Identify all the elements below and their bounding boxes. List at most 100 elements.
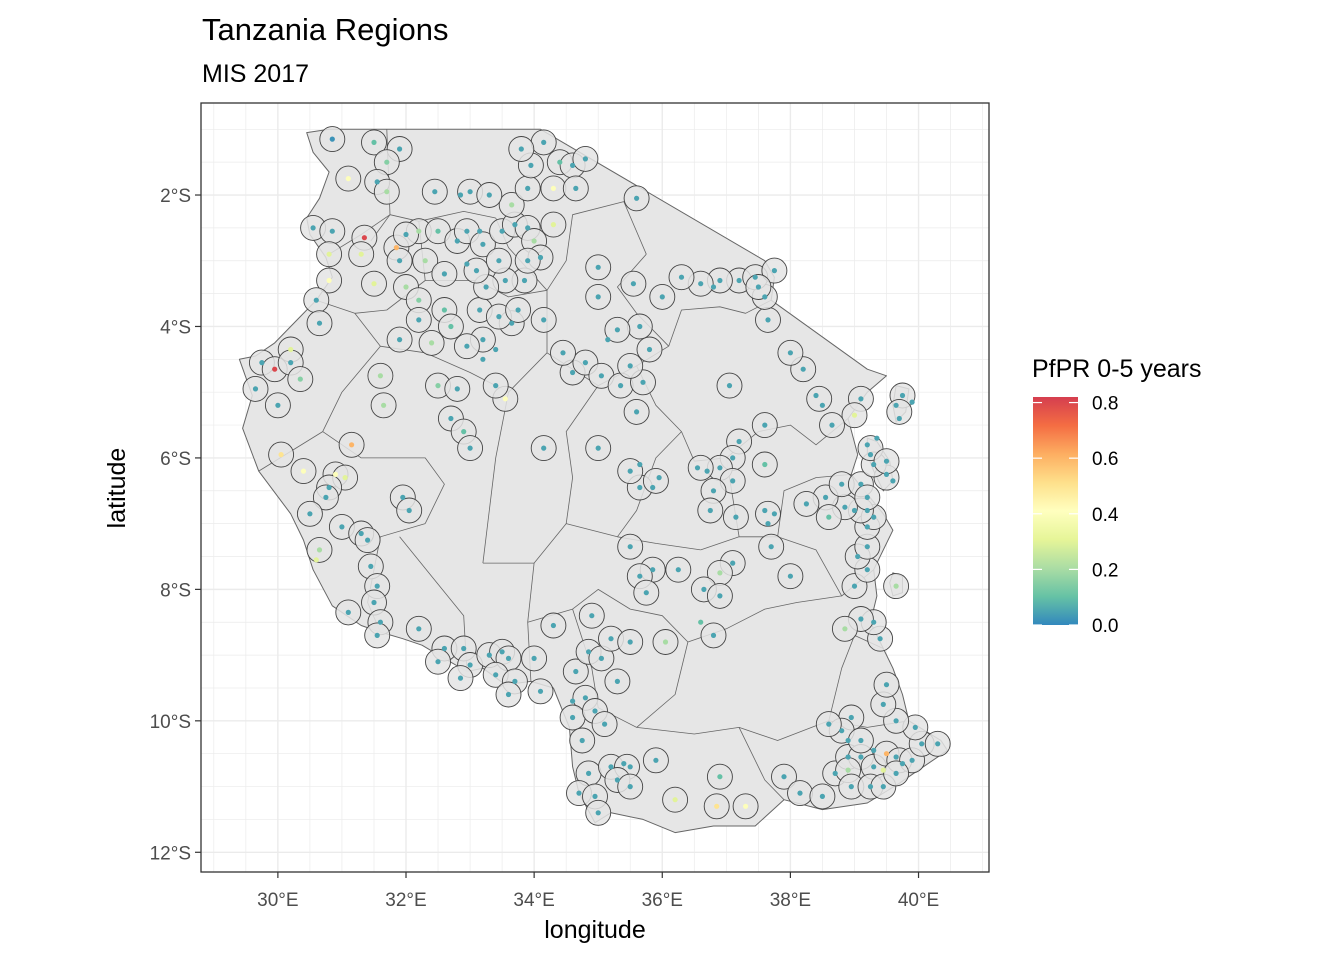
survey-point — [461, 645, 467, 652]
y-axis-label: latitude — [103, 448, 131, 529]
survey-point — [477, 228, 483, 234]
survey-point — [531, 655, 537, 662]
survey-point — [525, 225, 531, 231]
survey-point — [560, 350, 566, 356]
survey-point — [858, 481, 864, 487]
survey-point — [646, 346, 653, 353]
plot-border — [200, 102, 990, 873]
survey-point — [502, 277, 508, 284]
survey-point — [582, 695, 589, 701]
survey-point — [717, 277, 723, 284]
survey-point — [880, 767, 886, 773]
survey-point — [377, 373, 383, 379]
survey-point — [512, 678, 518, 685]
survey-point — [864, 494, 870, 500]
survey-point — [480, 241, 486, 247]
survey-point — [397, 337, 403, 343]
survey-point — [743, 803, 749, 809]
y-tick-label: 12°S — [150, 843, 191, 864]
survey-point — [637, 573, 643, 579]
survey-point — [403, 231, 409, 238]
survey-point — [509, 202, 515, 208]
survey-point — [499, 228, 505, 234]
survey-point — [848, 714, 854, 721]
survey-point — [397, 146, 403, 152]
survey-point — [730, 478, 736, 484]
survey-point — [393, 245, 399, 251]
survey-point — [893, 770, 899, 777]
survey-point — [871, 514, 877, 520]
survey-point — [339, 524, 345, 530]
survey-point — [310, 225, 316, 231]
survey-point — [839, 481, 845, 487]
survey-point — [349, 442, 355, 448]
legend-tick-label: 0.8 — [1092, 394, 1118, 415]
survey-point — [851, 412, 858, 418]
y-tick-label: 6°S — [160, 449, 191, 470]
survey-point — [909, 399, 915, 405]
survey-point — [537, 254, 544, 261]
survey-point — [733, 514, 739, 520]
survey-point — [771, 511, 778, 517]
survey-point — [864, 524, 870, 530]
survey-point — [614, 777, 621, 783]
y-tick-label: 4°S — [160, 317, 191, 338]
survey-point — [627, 639, 633, 645]
survey-point — [381, 402, 387, 408]
survey-point — [704, 468, 710, 474]
survey-point — [329, 228, 335, 234]
survey-point — [797, 790, 803, 796]
survey-point — [323, 494, 329, 500]
survey-point — [762, 422, 768, 428]
survey-point — [871, 619, 877, 625]
survey-point — [765, 521, 771, 527]
survey-point — [864, 567, 870, 573]
survey-point — [899, 392, 906, 399]
survey-point — [858, 737, 864, 744]
survey-point — [627, 544, 633, 550]
survey-point — [893, 754, 899, 760]
survey-point — [496, 314, 502, 320]
survey-point — [608, 764, 614, 770]
survey-point — [432, 189, 438, 195]
survey-point — [627, 764, 633, 770]
survey-point — [602, 721, 608, 727]
survey-point — [653, 757, 659, 763]
survey-point — [467, 445, 473, 451]
survey-point — [457, 675, 464, 681]
survey-point — [313, 297, 319, 303]
survey-point — [819, 793, 826, 800]
survey-point — [698, 281, 704, 287]
survey-point — [342, 475, 348, 481]
legend-title: PfPR 0-5 years — [1032, 355, 1202, 383]
survey-point — [586, 770, 592, 777]
survey-point — [787, 573, 794, 579]
survey-point — [368, 563, 374, 570]
survey-point — [397, 258, 403, 264]
cluster-buffers — [242, 126, 951, 826]
cluster-buffer — [886, 398, 913, 425]
survey-point — [851, 583, 858, 589]
survey-point — [441, 271, 447, 277]
survey-point — [502, 396, 508, 402]
survey-point — [787, 350, 794, 356]
survey-point — [480, 337, 486, 343]
survey-point — [384, 159, 390, 165]
region-boundary — [668, 299, 772, 347]
survey-point — [525, 185, 531, 191]
survey-point — [550, 185, 557, 191]
survey-point — [659, 294, 665, 300]
survey-point — [730, 455, 736, 461]
survey-point — [541, 317, 547, 323]
cluster-buffer — [755, 500, 781, 527]
survey-point — [864, 442, 870, 448]
survey-point — [579, 737, 585, 744]
survey-point — [768, 544, 774, 550]
survey-point — [717, 593, 723, 599]
survey-point — [771, 268, 778, 274]
survey-point — [374, 583, 380, 589]
survey-point — [288, 360, 294, 366]
survey-point — [909, 757, 915, 763]
survey-point — [582, 156, 589, 162]
survey-point — [541, 445, 547, 451]
